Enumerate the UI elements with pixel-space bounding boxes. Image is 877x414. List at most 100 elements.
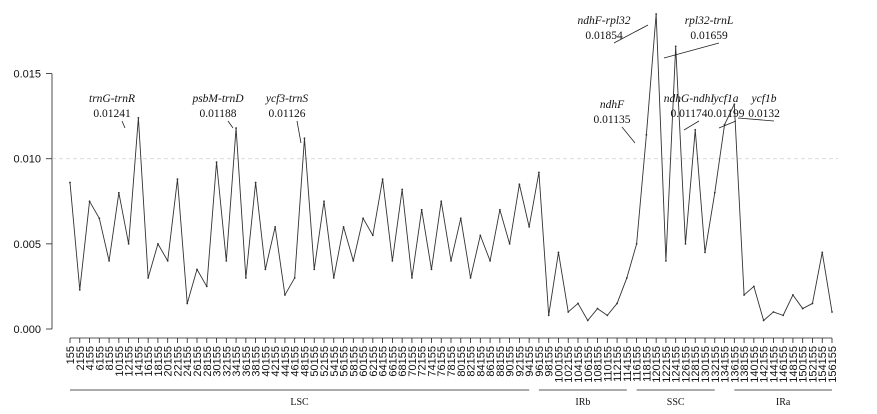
- x-tick-label: 68155: [397, 346, 409, 377]
- x-tick-label: 34155: [231, 346, 243, 377]
- x-tick-label: 4155: [85, 346, 97, 370]
- x-tick-label: 120155: [651, 346, 663, 383]
- annotation-leader-line: [296, 120, 302, 144]
- region-label: IRa: [776, 397, 791, 408]
- x-tick-label: 92155: [514, 346, 526, 377]
- data-point: [430, 268, 433, 271]
- data-point: [538, 171, 540, 174]
- annotation-value: 0.01199: [708, 108, 745, 120]
- data-point: [811, 302, 814, 305]
- x-tick-label: 58155: [348, 346, 360, 377]
- data-point: [821, 251, 824, 254]
- x-tick-label: 20155: [163, 346, 175, 377]
- annotation-leader-line: [718, 120, 737, 129]
- data-point: [244, 277, 247, 279]
- annotation-value: 0.01188: [200, 108, 237, 120]
- annotation-leader-line: [663, 42, 720, 59]
- x-tick-label: 60155: [358, 346, 370, 377]
- diversity-line: [69, 13, 833, 321]
- x-tick-label: 90155: [505, 346, 517, 377]
- x-tick-label: 62155: [368, 346, 380, 377]
- x-tick-label: 152155: [807, 346, 819, 383]
- data-point: [674, 45, 677, 48]
- data-point: [78, 288, 81, 291]
- x-tick-label: 110155: [602, 346, 614, 382]
- x-tick-label: 64155: [378, 346, 390, 377]
- data-point: [733, 103, 736, 106]
- x-tick-label: 150155: [798, 346, 810, 383]
- data-point: [713, 191, 716, 194]
- annotation-psbM-trnD: psbM-trnD 0.01188: [191, 93, 244, 129]
- annotation-value: 0.01135: [594, 114, 631, 126]
- data-point: [166, 259, 169, 262]
- data-point: [284, 294, 286, 296]
- data-point: [792, 294, 794, 296]
- x-tick-label: 94155: [524, 346, 536, 377]
- data-point: [469, 277, 472, 279]
- x-tick-label: 82155: [466, 346, 478, 377]
- x-tick-label: 48155: [299, 346, 311, 377]
- data-point: [782, 314, 785, 317]
- data-point: [215, 161, 218, 164]
- annotation-rpl32-trnL: rpl32-trnL 0.01659: [663, 15, 734, 59]
- annotation-leader-line: [683, 120, 700, 131]
- data-point: [625, 277, 628, 279]
- data-point: [274, 225, 277, 228]
- data-point: [186, 302, 189, 305]
- region-label: IRb: [575, 397, 590, 408]
- annotation-leader-line: [737, 117, 775, 122]
- x-tick-label: 78155: [446, 346, 458, 377]
- x-tick-label: 140155: [749, 346, 761, 383]
- x-tick-label: 6155: [94, 346, 106, 370]
- x-tick-label: 72155: [417, 346, 429, 377]
- annotation-ndhF-rpl32: ndhF-rpl32 0.01854: [577, 15, 649, 44]
- data-point: [752, 285, 755, 288]
- region-label: SSC: [667, 397, 685, 408]
- data-point: [684, 242, 687, 245]
- annotation-name: ycf1b: [751, 93, 777, 105]
- annotation-name: ndhF: [600, 99, 625, 111]
- data-point: [547, 314, 550, 317]
- data-point: [577, 302, 579, 305]
- annotation-value: 0.01659: [690, 30, 728, 42]
- data-point: [342, 225, 345, 228]
- genome-regions: LSC IRb SSC IRa: [70, 389, 832, 408]
- x-tick-label: 118155: [641, 346, 653, 382]
- x-tick-label: 144155: [768, 346, 780, 383]
- data-point: [313, 268, 316, 271]
- data-point: [303, 137, 306, 140]
- data-point: [293, 277, 296, 279]
- x-tick-label: 116155: [632, 346, 644, 382]
- x-tick-label: 106155: [583, 346, 595, 383]
- data-point: [557, 251, 560, 254]
- annotation-name: rpl32-trnL: [685, 15, 734, 27]
- x-tick-label: 70155: [407, 346, 419, 377]
- x-tick-label: 114155: [622, 346, 634, 382]
- x-tick-label: 44155: [280, 346, 292, 377]
- data-point: [147, 277, 150, 279]
- data-point: [518, 183, 521, 186]
- x-tick-label: 24155: [182, 346, 194, 377]
- x-tick-label: 122155: [661, 346, 673, 383]
- data-point: [371, 234, 374, 237]
- data-point: [88, 200, 91, 203]
- data-point: [665, 259, 667, 262]
- data-point: [459, 217, 462, 220]
- data-point: [264, 268, 267, 271]
- x-tick-label: 38155: [251, 346, 263, 377]
- annotation-leader-line: [227, 120, 234, 129]
- data-point: [332, 277, 335, 279]
- data-point: [362, 217, 364, 220]
- x-tick-label: 8155: [104, 346, 116, 370]
- x-tick-label: 130155: [700, 346, 712, 383]
- x-tick-label: 104155: [573, 346, 585, 383]
- x-tick-label: 138155: [739, 346, 751, 383]
- annotation-name: psbM-trnD: [191, 93, 244, 105]
- x-tick-label: 84155: [475, 346, 487, 377]
- x-tick-label: 28155: [202, 346, 214, 377]
- x-tick-label: 22155: [172, 346, 184, 377]
- annotation-leader-line: [621, 126, 636, 144]
- data-point: [528, 225, 531, 228]
- x-tick-label: 146155: [778, 346, 790, 383]
